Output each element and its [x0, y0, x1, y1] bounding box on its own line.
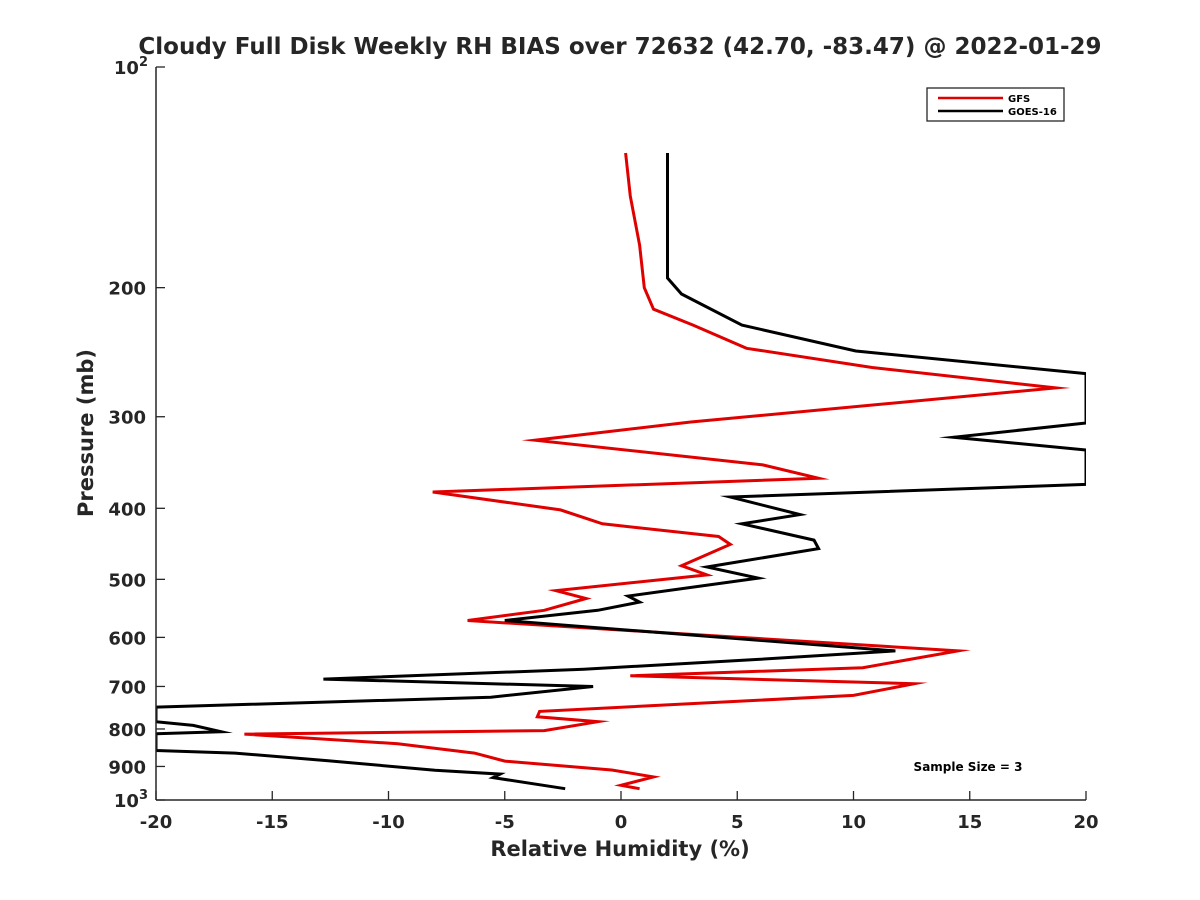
legend-label: GFS: [1008, 94, 1030, 105]
series-line-gfs: [244, 152, 1071, 791]
x-tick-label: 5: [731, 812, 744, 833]
y-tick-label: 900: [108, 757, 146, 778]
y-tick-label: 700: [108, 677, 146, 698]
y-tick-label: 600: [108, 628, 146, 649]
y-tick-label: 103: [114, 788, 148, 812]
y-tick-label: 500: [108, 570, 146, 591]
x-tick-label: -10: [372, 812, 405, 833]
y-tick-label: 400: [108, 499, 146, 520]
x-tick-label: 0: [615, 812, 628, 833]
y-tick-label: 300: [108, 408, 146, 429]
series-line-goes-16: [156, 153, 1086, 791]
y-tick-label: 102: [114, 55, 148, 79]
x-tick-label: 10: [841, 812, 866, 833]
x-axis-label: Relative Humidity (%): [490, 837, 749, 861]
x-axis-ticks: -20 -15 -10 -5 0 5 10 15 20: [140, 791, 1099, 833]
x-tick-label: -15: [256, 812, 289, 833]
y-tick-label: 200: [108, 279, 146, 300]
x-tick-label: 15: [957, 812, 982, 833]
axes-layer: [155, 67, 1086, 801]
x-tick-label: -20: [140, 812, 173, 833]
plot-area: -20 -15 -10 -5 0 5 10 15 20 102 200 300 400 500 600 70…: [108, 55, 1098, 833]
y-axis-ticks: 102 200 300 400 500 600 700 800 900 103: [108, 55, 165, 812]
x-tick-label: -5: [495, 812, 515, 833]
legend: GFS GOES-16: [926, 87, 1065, 122]
legend-label: GOES-16: [1008, 107, 1057, 118]
y-axis-label: Pressure (mb): [74, 349, 98, 517]
series-layer: [156, 152, 1086, 791]
chart-title: Cloudy Full Disk Weekly RH BIAS over 726…: [138, 34, 1101, 60]
y-tick-label: 800: [108, 720, 146, 741]
legend-box: [926, 87, 1065, 122]
sample-size-annotation: Sample Size = 3: [914, 760, 1023, 774]
x-tick-label: 20: [1073, 812, 1098, 833]
